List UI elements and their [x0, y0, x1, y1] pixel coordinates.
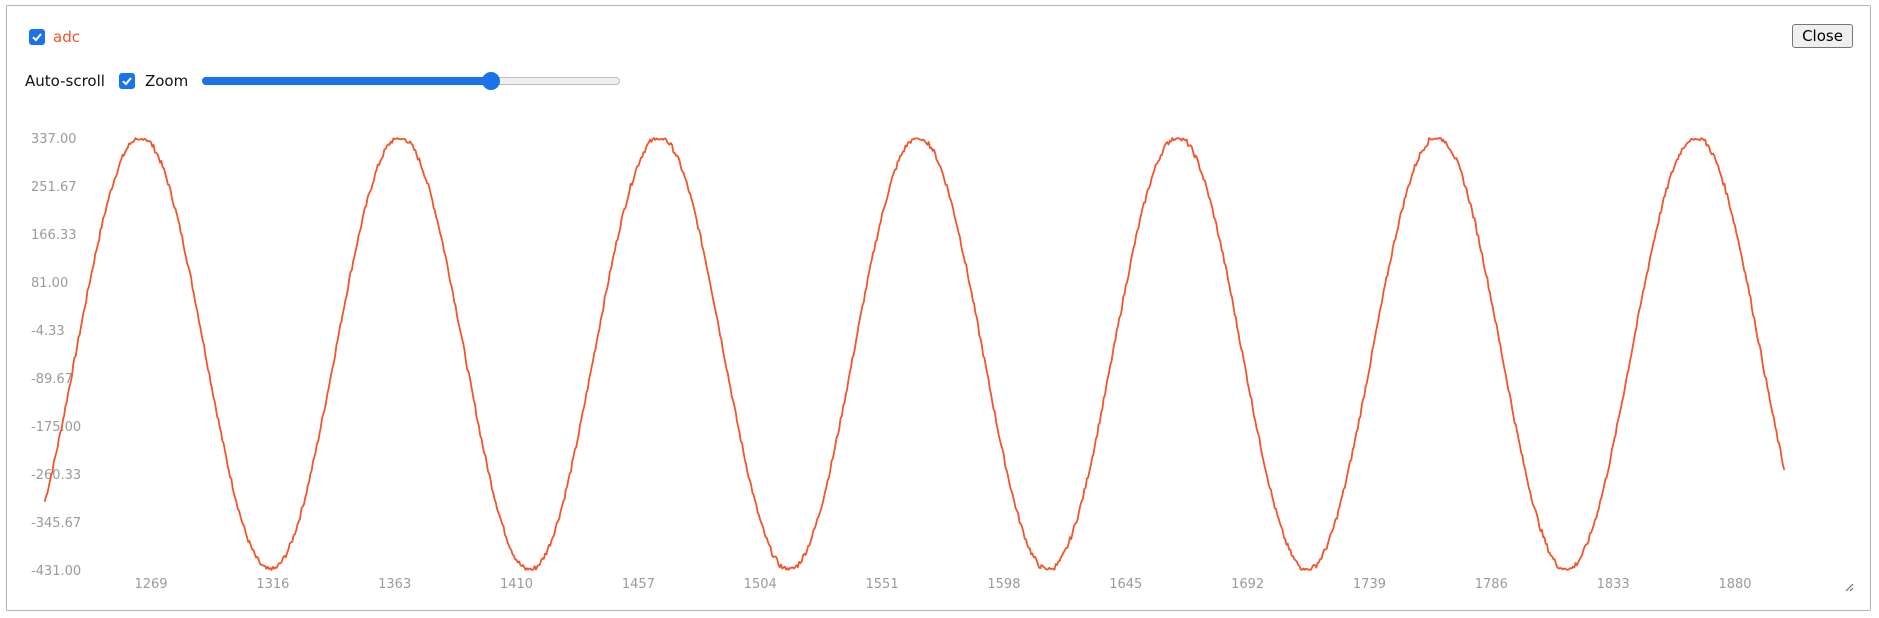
- x-tick-label: 1598: [987, 577, 1020, 592]
- x-tick-label: 1739: [1353, 577, 1386, 592]
- checkmark-icon: [32, 33, 42, 42]
- autoscroll-label: Auto-scroll: [25, 72, 105, 90]
- y-tick-label: -431.00: [31, 564, 81, 579]
- zoom-slider-fill: [202, 77, 491, 85]
- plot-controls: Auto-scroll Zoom: [25, 70, 621, 92]
- resize-grip-icon[interactable]: [1842, 580, 1854, 592]
- x-tick-label: 1833: [1597, 577, 1630, 592]
- series-legend: adc: [29, 27, 80, 47]
- series-label-adc: adc: [53, 28, 80, 46]
- x-axis-ticks: 1269 1316 1363 1410 1457 1504 1551 1598 1645 1692…: [134, 577, 1751, 592]
- x-tick-label: 1504: [744, 577, 777, 592]
- serial-plotter-panel: [6, 5, 1871, 611]
- y-tick-label: -260.33: [31, 468, 81, 483]
- x-tick-label: 1786: [1475, 577, 1508, 592]
- zoom-label: Zoom: [144, 72, 189, 90]
- x-tick-label: 1269: [134, 577, 167, 592]
- x-tick-label: 1457: [622, 577, 655, 592]
- zoom-slider[interactable]: [202, 71, 621, 91]
- y-tick-label: 251.67: [31, 180, 77, 195]
- series-line-adc: [43, 137, 1786, 571]
- x-tick-label: 1410: [500, 577, 533, 592]
- y-tick-label: 337.00: [31, 132, 77, 147]
- x-tick-label: 1316: [256, 577, 289, 592]
- autoscroll-checkbox[interactable]: [118, 73, 135, 89]
- x-tick-label: 1363: [378, 577, 411, 592]
- checkmark-icon: [122, 77, 132, 86]
- y-tick-label: -345.67: [31, 516, 81, 531]
- y-tick-label: 166.33: [31, 228, 77, 243]
- x-tick-label: 1692: [1231, 577, 1264, 592]
- y-tick-label: -175.00: [31, 420, 81, 435]
- y-tick-label: 81.00: [31, 276, 68, 291]
- close-button[interactable]: Close: [1792, 24, 1853, 48]
- y-tick-label: -89.67: [31, 372, 73, 387]
- x-tick-label: 1645: [1109, 577, 1142, 592]
- x-tick-label: 1551: [866, 577, 899, 592]
- series-checkbox-adc[interactable]: [29, 29, 45, 45]
- zoom-slider-thumb[interactable]: [481, 72, 500, 90]
- x-tick-label: 1880: [1718, 577, 1751, 592]
- y-tick-label: -4.33: [31, 324, 65, 339]
- y-axis-ticks: 337.00 251.67 166.33 81.00 -4.33 -89.67 -175.0…: [31, 132, 81, 579]
